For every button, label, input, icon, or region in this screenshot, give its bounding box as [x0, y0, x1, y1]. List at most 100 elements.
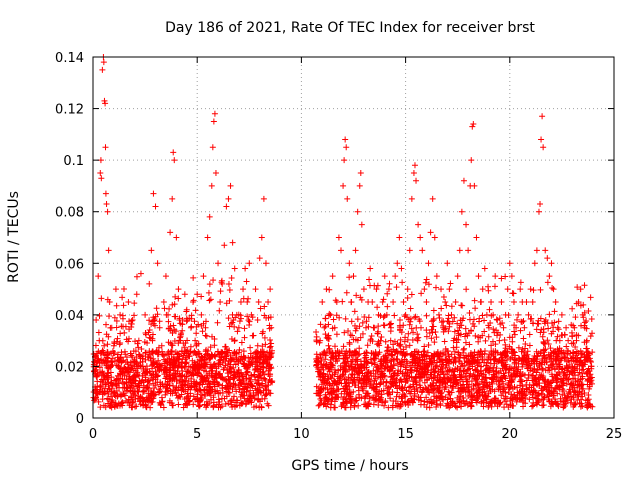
data-point	[430, 366, 437, 373]
data-point	[515, 344, 522, 351]
data-point	[393, 355, 400, 362]
data-point	[173, 377, 180, 384]
data-point	[179, 317, 186, 324]
data-point	[91, 358, 98, 365]
data-point	[530, 287, 537, 294]
data-point	[101, 351, 108, 358]
data-point	[231, 393, 238, 400]
data-point	[588, 363, 595, 370]
data-point	[418, 373, 425, 380]
data-point	[573, 331, 580, 338]
data-point	[551, 366, 558, 373]
data-point	[511, 328, 518, 335]
data-point	[453, 344, 460, 351]
data-point	[199, 328, 206, 335]
data-point	[191, 348, 198, 355]
data-point	[102, 190, 109, 197]
data-point	[211, 383, 218, 390]
y-tick-label: 0.1	[63, 154, 84, 169]
data-point	[541, 340, 548, 347]
data-point	[546, 311, 553, 318]
data-point	[446, 391, 453, 398]
data-point	[432, 284, 439, 291]
data-point	[565, 337, 572, 344]
data-point	[547, 345, 554, 352]
data-point	[479, 312, 486, 319]
data-point	[468, 157, 475, 164]
data-point	[534, 366, 541, 373]
data-point	[363, 349, 370, 356]
data-point	[121, 372, 128, 379]
data-point	[137, 359, 144, 366]
data-point	[455, 357, 462, 364]
data-point	[505, 384, 512, 391]
data-point	[572, 314, 579, 321]
data-point	[150, 314, 157, 321]
data-point	[159, 351, 166, 358]
data-point	[259, 380, 266, 387]
data-point	[569, 385, 576, 392]
data-point	[357, 358, 364, 365]
data-point	[339, 298, 346, 305]
data-point	[380, 314, 387, 321]
data-point	[467, 360, 474, 367]
data-point	[333, 394, 340, 401]
data-point	[551, 396, 558, 403]
data-point	[425, 342, 432, 348]
data-point	[107, 403, 114, 410]
data-point	[215, 351, 222, 358]
data-point	[563, 396, 570, 403]
data-point	[129, 362, 136, 369]
data-point	[511, 359, 518, 366]
data-point	[554, 390, 561, 397]
data-point	[384, 390, 391, 397]
data-point	[449, 367, 456, 374]
data-point	[468, 386, 475, 393]
data-point	[505, 404, 512, 411]
data-point	[128, 320, 135, 327]
data-point	[192, 307, 199, 314]
data-point	[493, 378, 500, 385]
data-point	[322, 356, 329, 363]
data-point	[100, 59, 107, 66]
data-point	[470, 357, 477, 364]
y-tick-labels: 0 0.02 0.04 0.06 0.08 0.1 0.12 0.14	[55, 51, 84, 427]
data-point	[479, 332, 486, 339]
data-point	[160, 404, 167, 411]
data-point	[429, 195, 436, 202]
data-point	[442, 356, 449, 363]
data-point	[549, 373, 556, 380]
data-point	[581, 324, 588, 331]
data-point	[187, 324, 194, 331]
data-point	[342, 136, 349, 143]
data-point	[217, 374, 224, 381]
data-point	[565, 390, 572, 397]
data-point	[199, 364, 206, 371]
data-point	[156, 361, 163, 368]
data-point	[162, 369, 169, 376]
data-point	[322, 315, 329, 322]
data-point	[248, 399, 255, 406]
data-point	[160, 298, 167, 305]
data-point	[578, 351, 585, 358]
data-point	[371, 397, 378, 404]
data-point	[485, 333, 492, 340]
data-point	[155, 357, 162, 364]
data-point	[400, 298, 407, 305]
y-tick-label: 0.12	[55, 103, 84, 118]
data-point	[492, 273, 499, 280]
data-point	[247, 361, 254, 368]
data-point	[506, 334, 513, 341]
data-point	[535, 208, 542, 215]
data-point	[482, 393, 489, 400]
data-point	[585, 350, 592, 357]
data-point	[408, 366, 415, 373]
data-point	[509, 338, 516, 345]
data-point	[489, 386, 496, 393]
y-tick-label: 0.14	[55, 51, 84, 66]
data-point	[328, 354, 335, 361]
data-point	[210, 118, 217, 125]
data-point	[151, 322, 158, 329]
data-point	[319, 373, 326, 380]
data-point	[113, 376, 120, 383]
